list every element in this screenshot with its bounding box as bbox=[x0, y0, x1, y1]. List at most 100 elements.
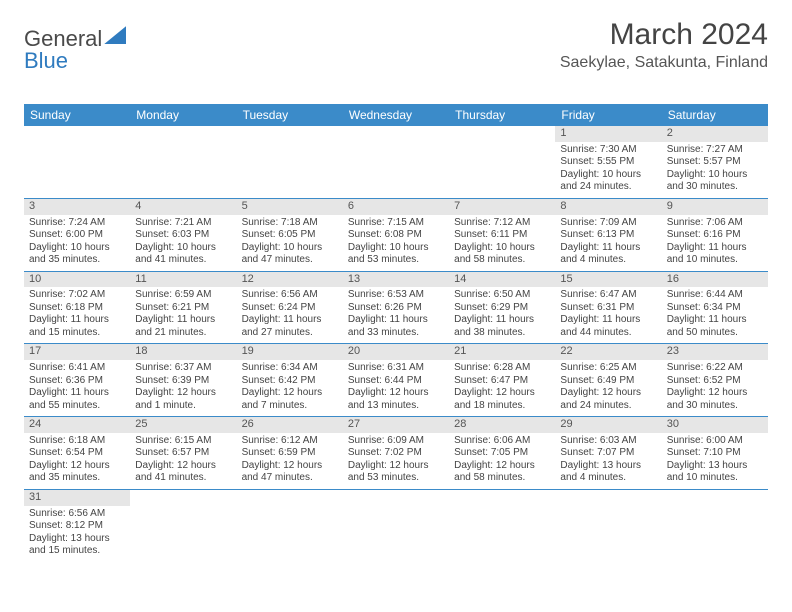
day-body: Sunrise: 6:59 AMSunset: 6:21 PMDaylight:… bbox=[130, 287, 236, 343]
weekday-thursday: Thursday bbox=[449, 104, 555, 126]
day-line: and 55 minutes. bbox=[29, 400, 125, 413]
calendar-day bbox=[662, 490, 768, 562]
calendar-day: 25Sunrise: 6:15 AMSunset: 6:57 PMDayligh… bbox=[130, 417, 236, 489]
day-body bbox=[130, 506, 236, 512]
day-line: Sunrise: 7:27 AM bbox=[667, 144, 763, 157]
day-number bbox=[449, 126, 555, 142]
day-line: Sunset: 5:57 PM bbox=[667, 156, 763, 169]
calendar-day: 5Sunrise: 7:18 AMSunset: 6:05 PMDaylight… bbox=[237, 199, 343, 271]
calendar-day: 7Sunrise: 7:12 AMSunset: 6:11 PMDaylight… bbox=[449, 199, 555, 271]
calendar-week: 1Sunrise: 7:30 AMSunset: 5:55 PMDaylight… bbox=[24, 126, 768, 199]
calendar-day bbox=[343, 126, 449, 198]
day-line: and 24 minutes. bbox=[560, 181, 656, 194]
day-number: 4 bbox=[130, 199, 236, 215]
calendar-day: 3Sunrise: 7:24 AMSunset: 6:00 PMDaylight… bbox=[24, 199, 130, 271]
day-line: and 35 minutes. bbox=[29, 254, 125, 267]
day-line: and 53 minutes. bbox=[348, 254, 444, 267]
day-line: Daylight: 10 hours bbox=[454, 242, 550, 255]
calendar-day bbox=[130, 126, 236, 198]
day-line: Daylight: 12 hours bbox=[348, 387, 444, 400]
day-number: 8 bbox=[555, 199, 661, 215]
day-line: Daylight: 12 hours bbox=[348, 460, 444, 473]
day-line: and 27 minutes. bbox=[242, 327, 338, 340]
day-body: Sunrise: 6:06 AMSunset: 7:05 PMDaylight:… bbox=[449, 433, 555, 489]
calendar-day: 29Sunrise: 6:03 AMSunset: 7:07 PMDayligh… bbox=[555, 417, 661, 489]
day-body: Sunrise: 6:03 AMSunset: 7:07 PMDaylight:… bbox=[555, 433, 661, 489]
day-line: Sunset: 6:59 PM bbox=[242, 447, 338, 460]
day-line: Daylight: 12 hours bbox=[29, 460, 125, 473]
day-line: and 35 minutes. bbox=[29, 472, 125, 485]
calendar-day bbox=[449, 126, 555, 198]
day-body: Sunrise: 7:02 AMSunset: 6:18 PMDaylight:… bbox=[24, 287, 130, 343]
day-line: Daylight: 11 hours bbox=[667, 242, 763, 255]
day-body: Sunrise: 7:15 AMSunset: 6:08 PMDaylight:… bbox=[343, 215, 449, 271]
day-number: 30 bbox=[662, 417, 768, 433]
weekday-monday: Monday bbox=[130, 104, 236, 126]
calendar-day: 2Sunrise: 7:27 AMSunset: 5:57 PMDaylight… bbox=[662, 126, 768, 198]
day-line: Sunset: 6:47 PM bbox=[454, 375, 550, 388]
calendar-day: 18Sunrise: 6:37 AMSunset: 6:39 PMDayligh… bbox=[130, 344, 236, 416]
day-number: 10 bbox=[24, 272, 130, 288]
day-line: and 30 minutes. bbox=[667, 400, 763, 413]
title-block: March 2024 Saekylae, Satakunta, Finland bbox=[560, 18, 768, 72]
day-line: Sunset: 6:42 PM bbox=[242, 375, 338, 388]
day-body: Sunrise: 7:12 AMSunset: 6:11 PMDaylight:… bbox=[449, 215, 555, 271]
day-line: Sunset: 7:10 PM bbox=[667, 447, 763, 460]
day-body: Sunrise: 7:18 AMSunset: 6:05 PMDaylight:… bbox=[237, 215, 343, 271]
day-number bbox=[555, 490, 661, 506]
day-body: Sunrise: 6:25 AMSunset: 6:49 PMDaylight:… bbox=[555, 360, 661, 416]
day-line: Sunrise: 6:22 AM bbox=[667, 362, 763, 375]
day-number: 18 bbox=[130, 344, 236, 360]
day-line: and 4 minutes. bbox=[560, 254, 656, 267]
day-line: Daylight: 11 hours bbox=[242, 314, 338, 327]
day-line: Sunrise: 6:09 AM bbox=[348, 435, 444, 448]
day-line: Sunrise: 6:47 AM bbox=[560, 289, 656, 302]
day-number: 12 bbox=[237, 272, 343, 288]
day-line: Sunrise: 7:30 AM bbox=[560, 144, 656, 157]
calendar-day bbox=[130, 490, 236, 562]
day-body bbox=[24, 142, 130, 148]
calendar-day: 10Sunrise: 7:02 AMSunset: 6:18 PMDayligh… bbox=[24, 272, 130, 344]
day-line: Sunset: 6:13 PM bbox=[560, 229, 656, 242]
day-line: Sunrise: 6:15 AM bbox=[135, 435, 231, 448]
day-number: 20 bbox=[343, 344, 449, 360]
day-number: 31 bbox=[24, 490, 130, 506]
day-number: 22 bbox=[555, 344, 661, 360]
day-line: Daylight: 12 hours bbox=[560, 387, 656, 400]
day-line: Sunrise: 6:41 AM bbox=[29, 362, 125, 375]
day-line: Daylight: 10 hours bbox=[29, 242, 125, 255]
day-line: and 47 minutes. bbox=[242, 472, 338, 485]
day-line: Daylight: 12 hours bbox=[242, 387, 338, 400]
day-line: and 15 minutes. bbox=[29, 545, 125, 558]
day-number bbox=[343, 126, 449, 142]
calendar-day: 26Sunrise: 6:12 AMSunset: 6:59 PMDayligh… bbox=[237, 417, 343, 489]
day-line: Daylight: 11 hours bbox=[135, 314, 231, 327]
calendar-week: 31Sunrise: 6:56 AMSunset: 8:12 PMDayligh… bbox=[24, 490, 768, 562]
day-body: Sunrise: 7:21 AMSunset: 6:03 PMDaylight:… bbox=[130, 215, 236, 271]
day-line: Sunset: 6:29 PM bbox=[454, 302, 550, 315]
day-line: Daylight: 12 hours bbox=[135, 387, 231, 400]
day-body bbox=[555, 506, 661, 512]
day-line: Daylight: 11 hours bbox=[29, 387, 125, 400]
calendar-day: 22Sunrise: 6:25 AMSunset: 6:49 PMDayligh… bbox=[555, 344, 661, 416]
day-line: Daylight: 12 hours bbox=[454, 387, 550, 400]
day-body: Sunrise: 6:00 AMSunset: 7:10 PMDaylight:… bbox=[662, 433, 768, 489]
day-line: and 7 minutes. bbox=[242, 400, 338, 413]
day-line: Sunrise: 7:09 AM bbox=[560, 217, 656, 230]
day-body: Sunrise: 6:12 AMSunset: 6:59 PMDaylight:… bbox=[237, 433, 343, 489]
day-line: Daylight: 12 hours bbox=[135, 460, 231, 473]
calendar-day bbox=[555, 490, 661, 562]
day-line: Sunrise: 6:25 AM bbox=[560, 362, 656, 375]
day-line: and 18 minutes. bbox=[454, 400, 550, 413]
calendar-week: 10Sunrise: 7:02 AMSunset: 6:18 PMDayligh… bbox=[24, 272, 768, 345]
day-line: Sunrise: 7:15 AM bbox=[348, 217, 444, 230]
weekday-saturday: Saturday bbox=[662, 104, 768, 126]
day-body: Sunrise: 6:22 AMSunset: 6:52 PMDaylight:… bbox=[662, 360, 768, 416]
day-line: and 53 minutes. bbox=[348, 472, 444, 485]
calendar-day: 4Sunrise: 7:21 AMSunset: 6:03 PMDaylight… bbox=[130, 199, 236, 271]
weekday-tuesday: Tuesday bbox=[237, 104, 343, 126]
day-line: Sunset: 6:21 PM bbox=[135, 302, 231, 315]
day-line: and 21 minutes. bbox=[135, 327, 231, 340]
day-line: and 15 minutes. bbox=[29, 327, 125, 340]
calendar-day: 12Sunrise: 6:56 AMSunset: 6:24 PMDayligh… bbox=[237, 272, 343, 344]
